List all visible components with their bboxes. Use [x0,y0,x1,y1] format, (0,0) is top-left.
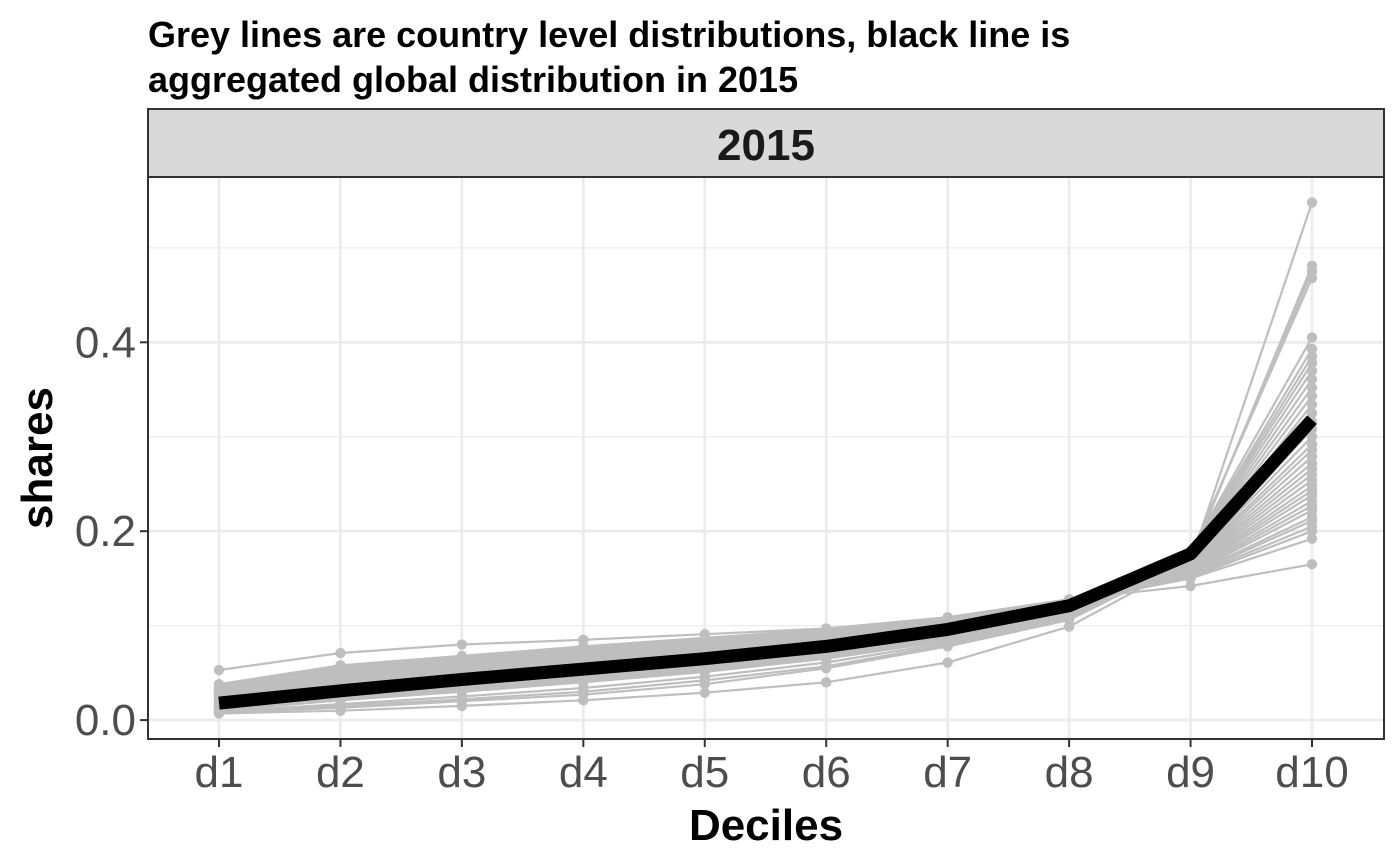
country-point [942,641,953,652]
country-point [213,708,225,719]
country-point [1306,533,1318,544]
country-point [1306,332,1318,343]
country-point [942,657,953,668]
country-series [213,505,1318,697]
y-axis-title: shares [13,387,62,529]
global-line [218,415,1317,710]
country-point [821,677,832,688]
global-series-group [218,415,1317,710]
country-point [1306,382,1318,393]
y-tick-label: 0.0 [75,696,136,745]
x-tick-label: d5 [680,748,729,797]
country-point [1306,390,1318,402]
x-tick-label: d9 [1166,748,1215,797]
country-point [456,700,468,712]
country-point [699,679,710,690]
country-point [1306,373,1318,385]
country-point [1306,399,1318,410]
x-tick-label: d1 [195,748,244,797]
country-point [1306,559,1318,570]
country-point [213,664,225,676]
y-tick-label: 0.2 [75,507,136,556]
x-tick-label: d4 [559,748,608,797]
y-tick-label: 0.4 [75,318,136,367]
country-line [218,265,1314,714]
country-point [1063,621,1075,632]
y-axis: 0.0 0.2 0.4 [75,318,148,745]
x-tick-label: d6 [802,748,851,797]
country-point [1306,260,1318,271]
country-point [1306,407,1318,419]
x-axis: d1 d2 d3 d4 d5 d6 d7 d8 d9 d10 [195,739,1349,797]
x-axis-title: Deciles [689,801,843,850]
country-point [1306,439,1318,450]
country-series-group [213,197,1318,719]
x-tick-label: d8 [1045,748,1094,797]
country-line [218,563,1313,672]
country-point [456,639,468,650]
chart-title-line-1: Grey lines are country level distributio… [148,14,1071,55]
chart-title-line-2: aggregated global distribution in 2015 [148,59,799,100]
gridlines [148,177,1384,739]
country-point [821,662,832,674]
country-line [218,271,1314,714]
x-tick-label: d3 [437,748,486,797]
chart-title: Grey lines are country level distributio… [148,12,1348,102]
country-point [1306,197,1318,208]
x-tick-label: d2 [316,748,365,797]
facet-label: 2015 [717,121,815,170]
country-point [335,705,346,716]
country-point [1306,431,1318,442]
country-point [335,647,346,659]
country-point [1306,343,1318,355]
panel-border [147,176,1385,740]
country-line [218,202,1314,715]
country-point [578,695,589,706]
x-tick-label: d10 [1275,748,1348,797]
x-tick-label: d7 [923,748,972,797]
country-point [1185,580,1196,592]
country-point [699,687,710,698]
